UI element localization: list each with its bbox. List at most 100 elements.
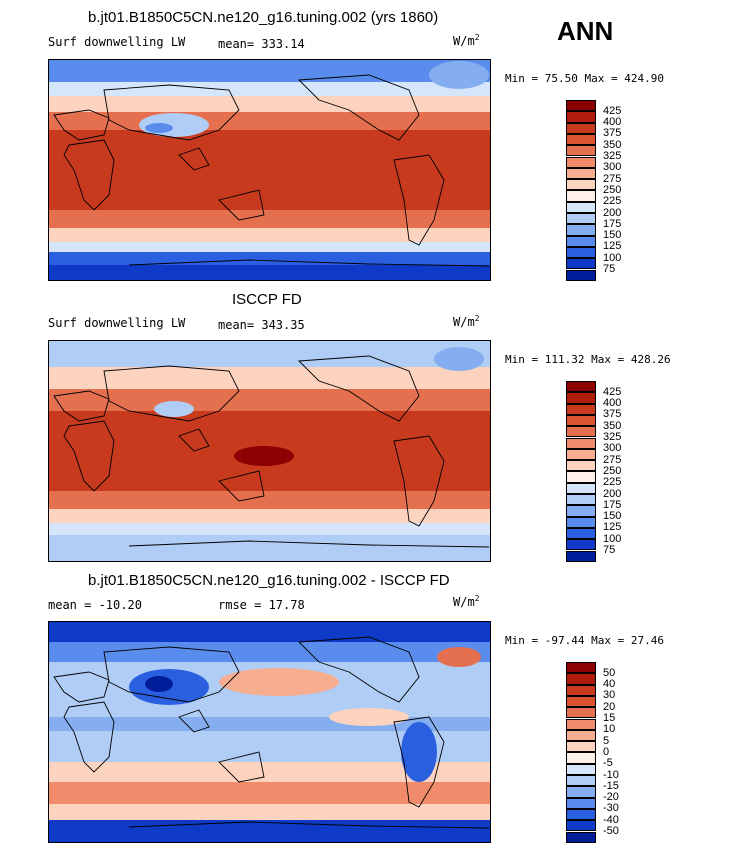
colorbar-segment [566,482,596,494]
colorbar-tick-label: -15 [603,779,619,792]
panel-3-units: W/m2 [453,594,480,609]
colorbar-tick-label: 225 [603,476,622,489]
colorbar-tick-label: 350 [603,419,622,432]
colorbar-segment [566,752,596,764]
colorbar-segment [566,820,596,832]
colorbar-segment [566,786,596,798]
colorbar-segment [566,471,596,483]
colorbar-segment [566,527,596,540]
colorbar-segment [566,797,596,809]
colorbar-tick-label: 15 [603,712,616,724]
colorbar-segment [566,729,596,742]
panel-1-map [48,59,491,281]
colorbar-tick-label: 225 [603,195,622,208]
colorbar-segment [566,763,596,775]
colorbar-segment [566,775,596,787]
colorbar-tick-label: 75 [603,544,616,556]
colorbar-tick-label: -30 [603,802,619,815]
colorbar-segment [566,213,596,225]
colorbar-tick-label: 400 [603,397,622,410]
colorbar-tick-label: 50 [603,666,616,679]
colorbar-tick-label: 100 [603,532,622,545]
colorbar-tick-label: 125 [603,240,622,253]
colorbar-segment [566,426,596,438]
colorbar-segment [566,460,596,472]
colorbar-segment [566,550,596,562]
colorbar-segment [566,179,596,191]
panel-3-title: b.jt01.B1850C5CN.ne120_g16.tuning.002 - … [88,572,450,589]
colorbar-tick-label: 30 [603,689,616,702]
panel-2-variable-label: Surf downwelling LW [48,316,186,330]
panel-1-map-svg [49,60,490,280]
panel-3-rmse-label: rmse = 17.78 [218,598,305,612]
colorbar-tick-label: 5 [603,734,610,747]
colorbar-tick-label: -20 [603,791,619,804]
colorbar-tick-label: 400 [603,116,622,129]
colorbar-tick-label: 325 [603,150,622,162]
colorbar-tick-label: 10 [603,723,616,736]
colorbar-segment [566,539,596,551]
colorbar-segment [566,718,596,730]
colorbar-segment [566,156,596,168]
colorbar-segment [566,201,596,213]
panel-1-variable-label: Surf downwelling LW [48,35,186,49]
panel-2-colorbar [566,381,596,562]
colorbar-tick-label: 350 [603,138,622,151]
colorbar-segment [566,122,596,134]
panel-1-minmax: Min = 75.50 Max = 424.90 [505,72,664,85]
colorbar-tick-label: 100 [603,251,622,264]
colorbar-tick-label: 20 [603,700,616,713]
colorbar-segment [566,505,596,517]
colorbar-tick-label: 150 [603,510,622,523]
colorbar-tick-label: 250 [603,183,622,196]
colorbar-tick-label: 0 [603,745,610,758]
colorbar-tick-label: -40 [603,813,619,826]
panel-2-units: W/m2 [453,314,480,329]
colorbar-tick-label: 200 [603,206,622,219]
colorbar-segment [566,494,596,506]
colorbar-tick-label: 40 [603,678,616,691]
panel-1-mean-label: mean= 333.14 [218,37,305,51]
colorbar-segment [566,246,596,259]
colorbar-segment [566,695,596,708]
colorbar-segment [566,224,596,236]
season-label: ANN [557,16,614,46]
colorbar-segment [566,269,596,281]
panel-1-title: b.jt01.B1850C5CN.ne120_g16.tuning.002 (y… [88,9,439,26]
colorbar-tick-label: 300 [603,161,622,174]
colorbar-segment [566,145,596,157]
panel-2-mean-label: mean= 343.35 [218,318,305,332]
colorbar-segment [566,133,596,146]
colorbar-tick-label: -5 [603,757,613,770]
colorbar-segment [566,392,596,404]
colorbar-tick-label: 275 [603,453,622,466]
colorbar-tick-label: 425 [603,104,622,117]
colorbar-segment [566,403,596,415]
colorbar-tick-label: 200 [603,487,622,500]
panel-1-colorbar [566,100,596,281]
panel-3-minmax: Min = -97.44 Max = 27.46 [505,634,664,647]
colorbar-tick-label: 125 [603,521,622,534]
colorbar-segment [566,684,596,696]
panel-2-map [48,340,491,562]
colorbar-segment [566,741,596,753]
colorbar-segment [566,437,596,449]
colorbar-tick-label: 175 [603,498,622,511]
colorbar-tick-label: 175 [603,217,622,230]
colorbar-segment [566,100,596,112]
panel-3-map [48,621,491,843]
colorbar-segment [566,808,596,821]
panel-2-minmax: Min = 111.32 Max = 428.26 [505,353,671,366]
colorbar-tick-label: 325 [603,431,622,443]
colorbar-segment [566,111,596,123]
colorbar-segment [566,235,596,247]
colorbar-tick-label: 150 [603,229,622,242]
colorbar-segment [566,707,596,719]
colorbar-segment [566,167,596,180]
colorbar-tick-label: 300 [603,442,622,455]
panel-2-map-svg [49,341,490,561]
colorbar-segment [566,258,596,270]
colorbar-tick-label: 250 [603,464,622,477]
colorbar-segment [566,516,596,528]
colorbar-segment [566,831,596,843]
